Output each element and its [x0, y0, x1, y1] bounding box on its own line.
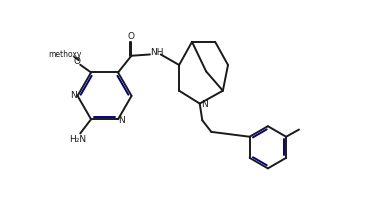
Text: NH: NH	[150, 48, 164, 57]
Text: O: O	[73, 57, 80, 66]
Text: methoxy: methoxy	[48, 50, 82, 59]
Text: N: N	[70, 91, 77, 100]
Text: N: N	[118, 116, 124, 125]
Text: O: O	[128, 33, 135, 42]
Text: H₂N: H₂N	[69, 135, 86, 143]
Text: N: N	[201, 100, 208, 109]
